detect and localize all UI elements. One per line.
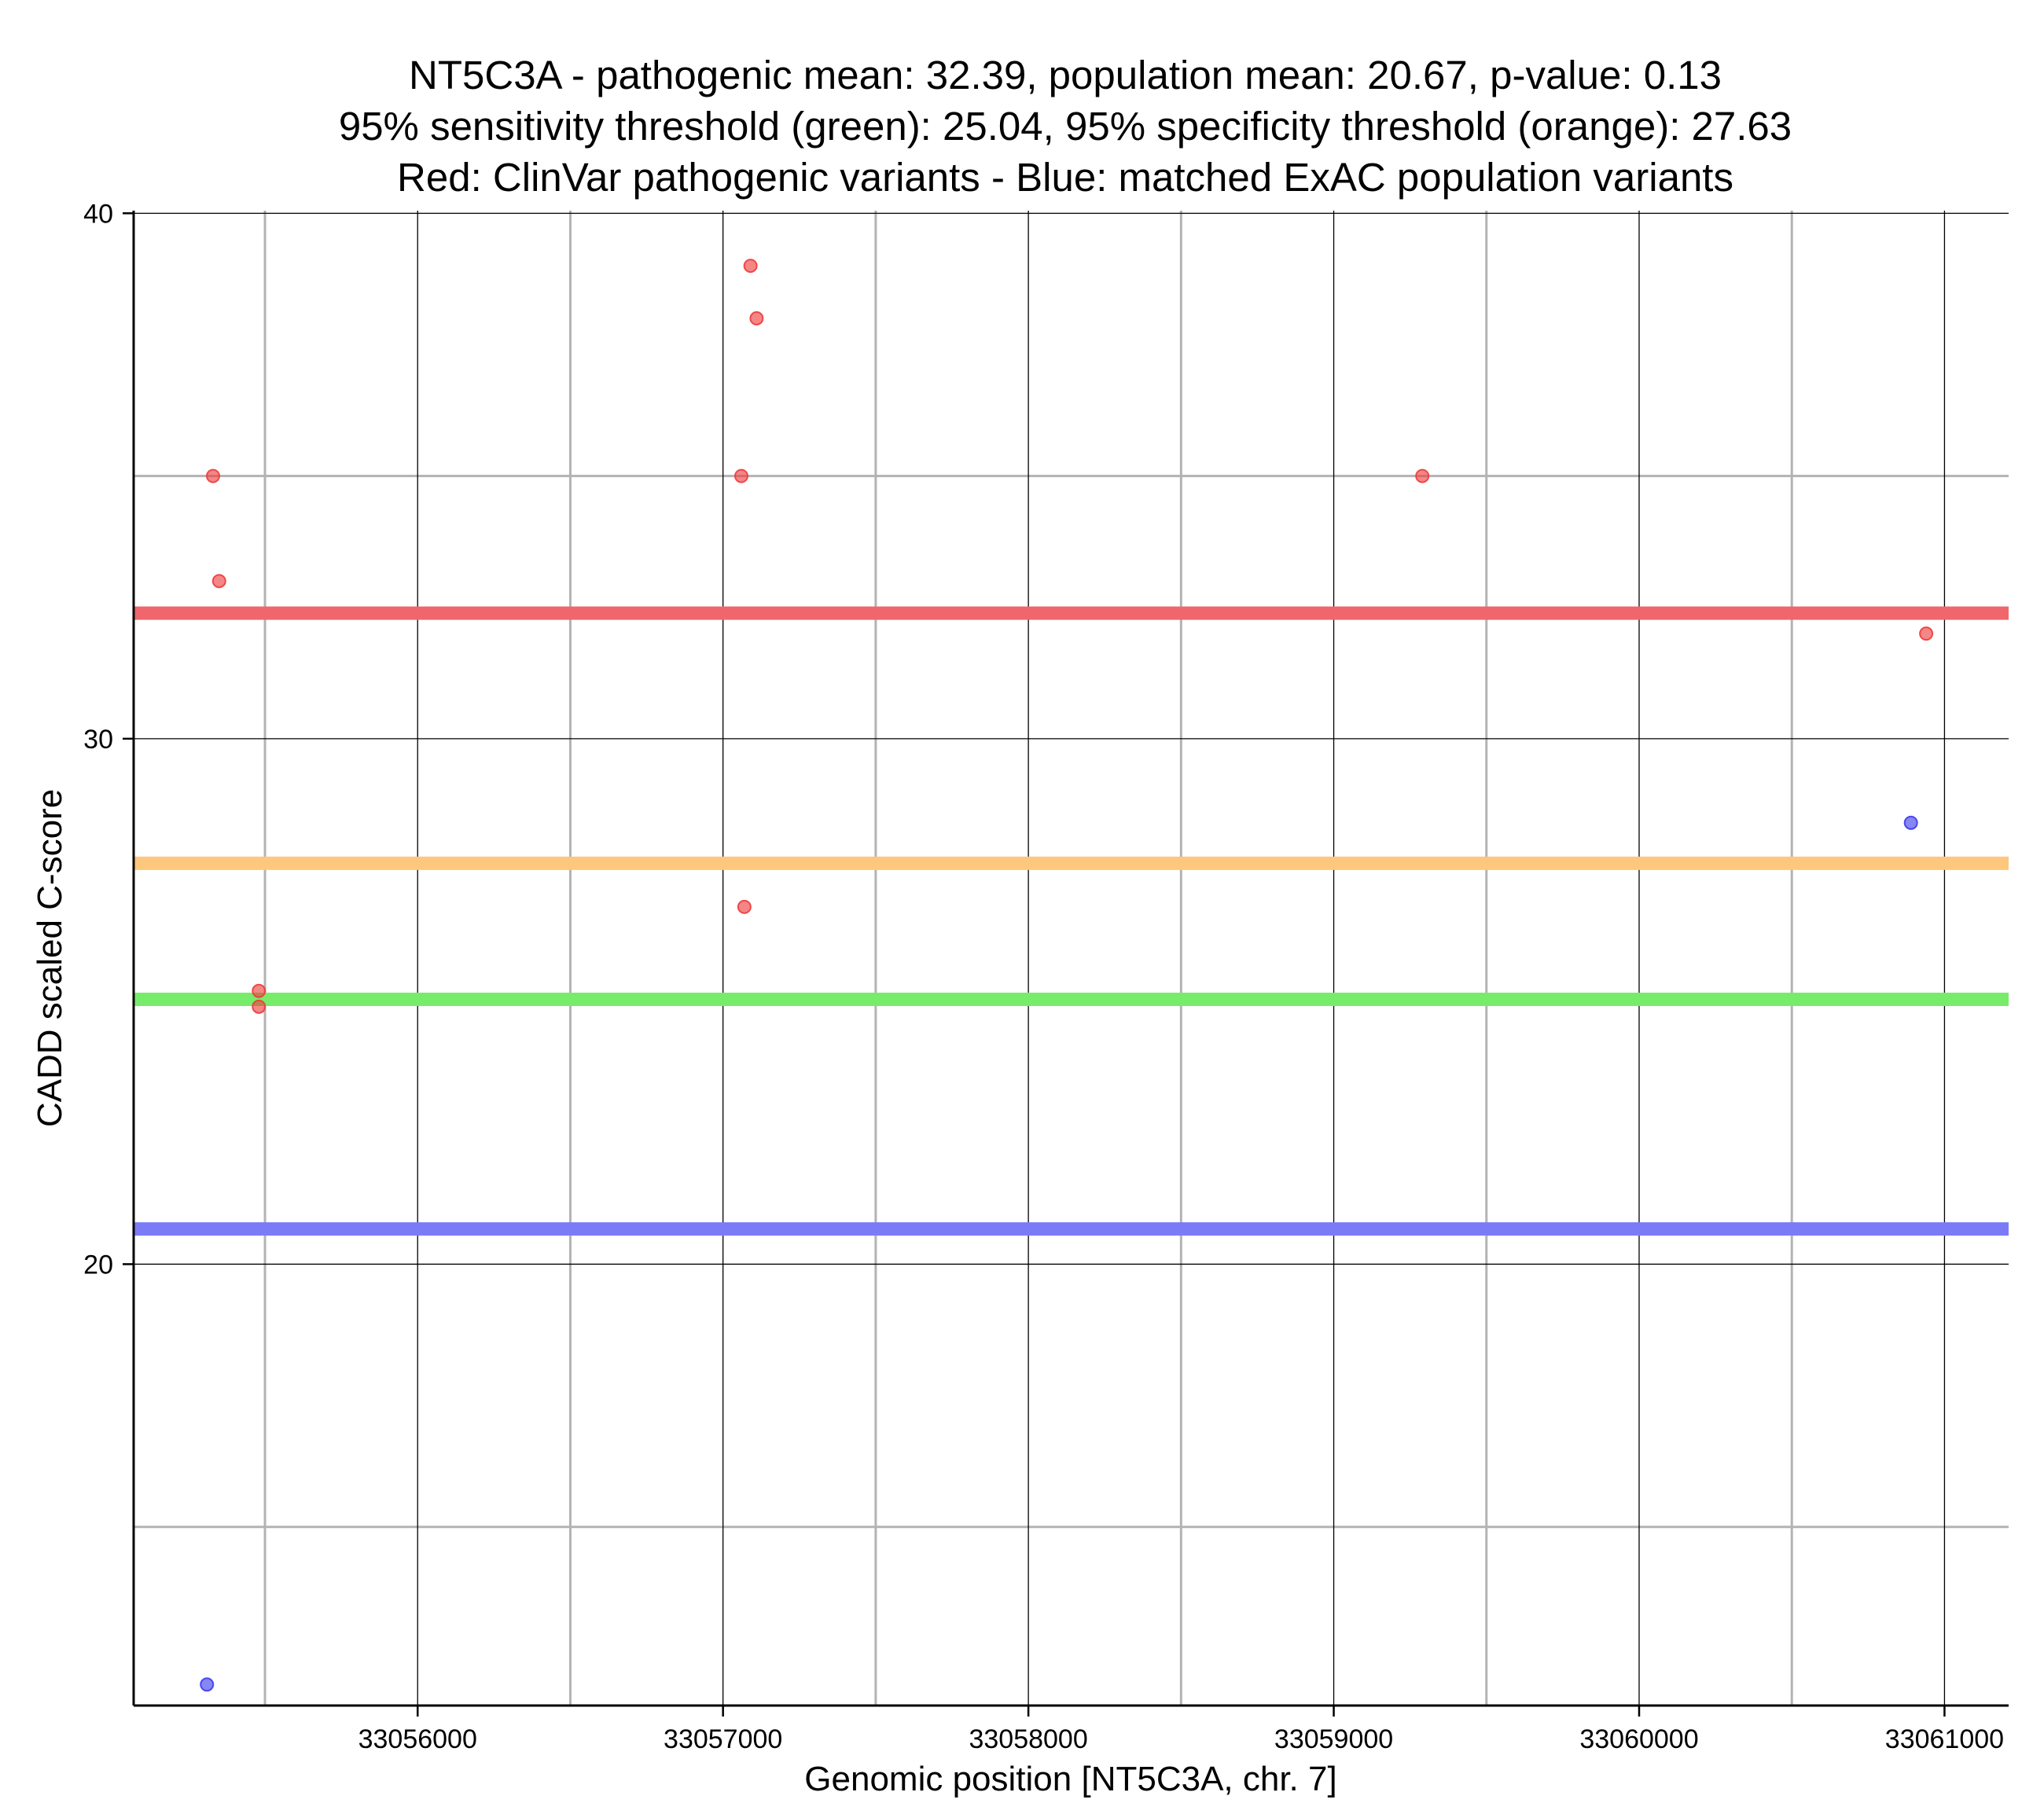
y-tick-label-2: 40: [83, 199, 113, 229]
pathogenic-point-2: [252, 983, 267, 998]
pathogenic-point-4: [733, 468, 748, 483]
axes: [132, 211, 2009, 1707]
y-tick-label-1: 30: [83, 725, 113, 755]
data-points: [200, 259, 1934, 1692]
pathogenic-point-5: [737, 899, 752, 914]
x-tick-label-2: 33058000: [969, 1724, 1087, 1754]
x-axis-ticks: 33056000 33057000 33058000 33059000 33060000…: [358, 1706, 2004, 1754]
y-axis-title: CADD scaled C-score: [31, 789, 69, 1127]
y-axis-ticks: 20 30 40: [83, 199, 134, 1280]
pathogenic-point-7: [749, 311, 764, 326]
x-tick-label-0: 33056000: [358, 1724, 477, 1754]
x-tick-label-5: 33061000: [1885, 1724, 2004, 1754]
chart-title: NT5C3A - pathogenic mean: 32.39, populat…: [339, 53, 1792, 200]
pathogenic-point-9: [1919, 626, 1934, 641]
pathogenic-point-6: [743, 259, 758, 274]
y-tick-label-0: 20: [83, 1250, 113, 1280]
pathogenic-point-1: [211, 574, 226, 589]
x-axis-title: Genomic position [NT5C3A, chr. 7]: [804, 1760, 1336, 1798]
title-line-2: 95% sensitivity threshold (green): 25.04…: [339, 104, 1792, 149]
pathogenic-point-3: [252, 999, 267, 1014]
minor-gridlines: [134, 211, 2009, 1706]
x-tick-label-3: 33059000: [1274, 1724, 1393, 1754]
major-gridlines: [134, 211, 2009, 1706]
x-tick-label-4: 33060000: [1579, 1724, 1698, 1754]
title-line-1: NT5C3A - pathogenic mean: 32.39, populat…: [409, 53, 1722, 97]
threshold-lines: [134, 606, 2009, 1236]
x-tick-label-1: 33057000: [664, 1724, 782, 1754]
pathogenic-point-8: [1415, 468, 1430, 483]
title-line-3: Red: ClinVar pathogenic variants - Blue:…: [397, 155, 1733, 200]
pathogenic-point-0: [205, 468, 220, 483]
population-point-0: [200, 1677, 215, 1692]
population-point-1: [1903, 815, 1918, 830]
